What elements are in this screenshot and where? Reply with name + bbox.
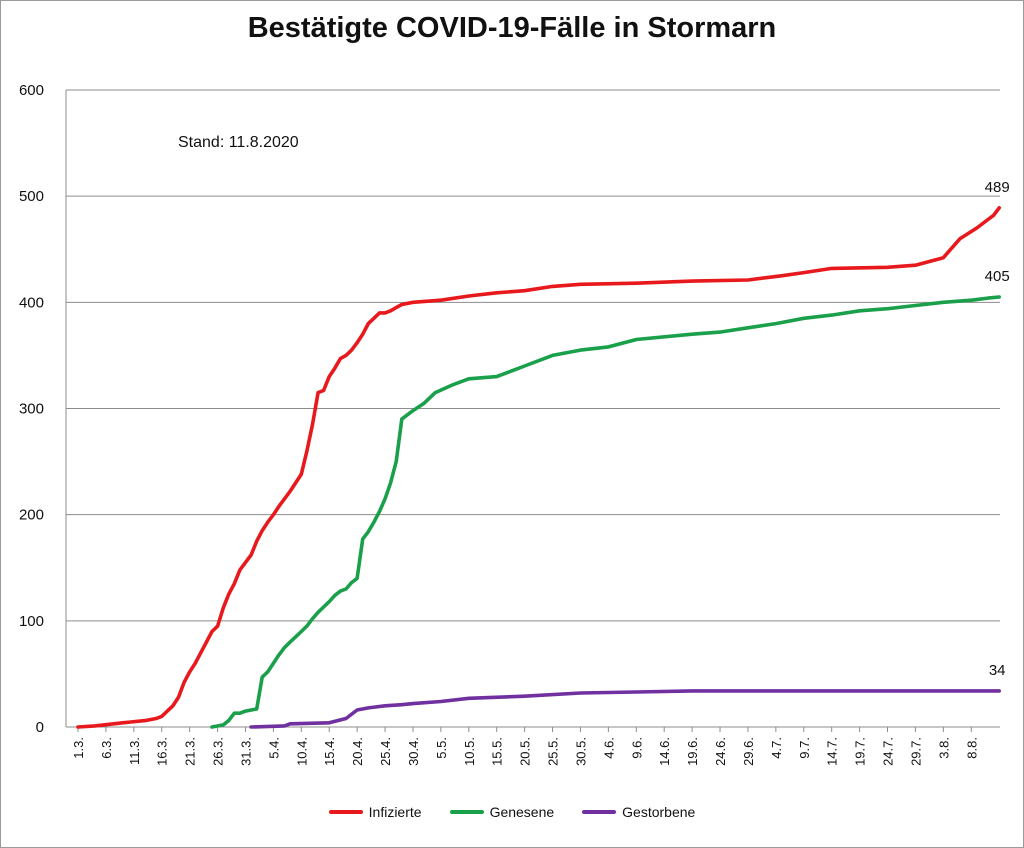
end-value-label: 405 [985,268,1010,285]
x-tick-label: 9.7. [797,737,812,759]
legend-item-gestorbene: Gestorbene [582,804,695,820]
legend-label: Infizierte [368,804,422,820]
x-tick-label: 29.6. [741,737,756,766]
x-tick-label: 19.7. [853,737,868,766]
x-tick-label: 9.6. [629,737,644,759]
legend-label: Gestorbene [622,804,696,820]
y-tick-label: 500 [19,188,44,205]
legend-swatch [582,810,617,814]
x-tick-label: 10.5. [462,737,477,766]
x-tick-label: 21.3. [183,737,198,766]
x-tick-label: 10.4. [294,737,309,766]
y-tick-label: 100 [19,613,44,630]
end-value-label: 34 [989,662,1006,679]
x-tick-label: 4.7. [769,737,784,759]
y-tick-label: 200 [19,507,44,524]
stand-annotation: Stand: 11.8.2020 [178,134,299,151]
x-tick-label: 5.5. [434,737,449,759]
x-tick-label: 3.8. [936,737,951,759]
x-tick-label: 20.4. [350,737,365,766]
legend-swatch [449,810,484,814]
y-tick-label: 400 [19,294,44,311]
x-tick-label: 25.5. [546,737,561,766]
x-tick-label: 30.4. [406,737,421,766]
end-value-label: 489 [985,179,1010,196]
x-tick-label: 31.3. [238,737,253,766]
x-tick-label: 26.3. [211,737,226,766]
x-tick-label: 25.4. [378,737,393,766]
x-tick-label: 6.3. [99,737,114,759]
x-tick-label: 5.4. [266,737,281,759]
series-line-gestorbene [249,689,1001,729]
x-tick-label: 1.3. [71,737,86,759]
x-tick-label: 29.7. [908,737,923,766]
x-tick-label: 14.7. [825,737,840,766]
legend-swatch [328,810,363,814]
x-tick-label: 4.6. [601,737,616,759]
x-tick-label: 16.3. [155,737,170,766]
y-tick-label: 300 [19,401,44,418]
x-tick-label: 11.3. [127,737,142,765]
x-tick-label: 15.4. [322,737,337,766]
legend-item-infizierte: Infizierte [328,804,422,820]
x-tick-label: 30.5. [573,737,588,766]
series-line-genesene [210,295,1001,729]
series-line-infizierte [76,206,1001,729]
legend-item-genesene: Genesene [449,804,555,820]
x-tick-label: 19.6. [685,737,700,766]
y-tick-label: 600 [19,82,44,99]
x-tick-label: 24.6. [713,737,728,766]
x-tick-label: 20.5. [518,737,533,766]
legend-label: Genesene [489,804,555,820]
x-tick-label: 24.7. [881,737,896,766]
y-tick-label: 0 [36,719,44,736]
legend: Infizierte Genesene Gestorbene [0,804,1024,820]
x-tick-label: 8.8. [964,737,979,759]
x-tick-label: 14.6. [657,737,672,766]
chart-title: Bestätigte COVID-19-Fälle in Stormarn [247,12,777,44]
x-tick-label: 15.5. [490,737,505,766]
